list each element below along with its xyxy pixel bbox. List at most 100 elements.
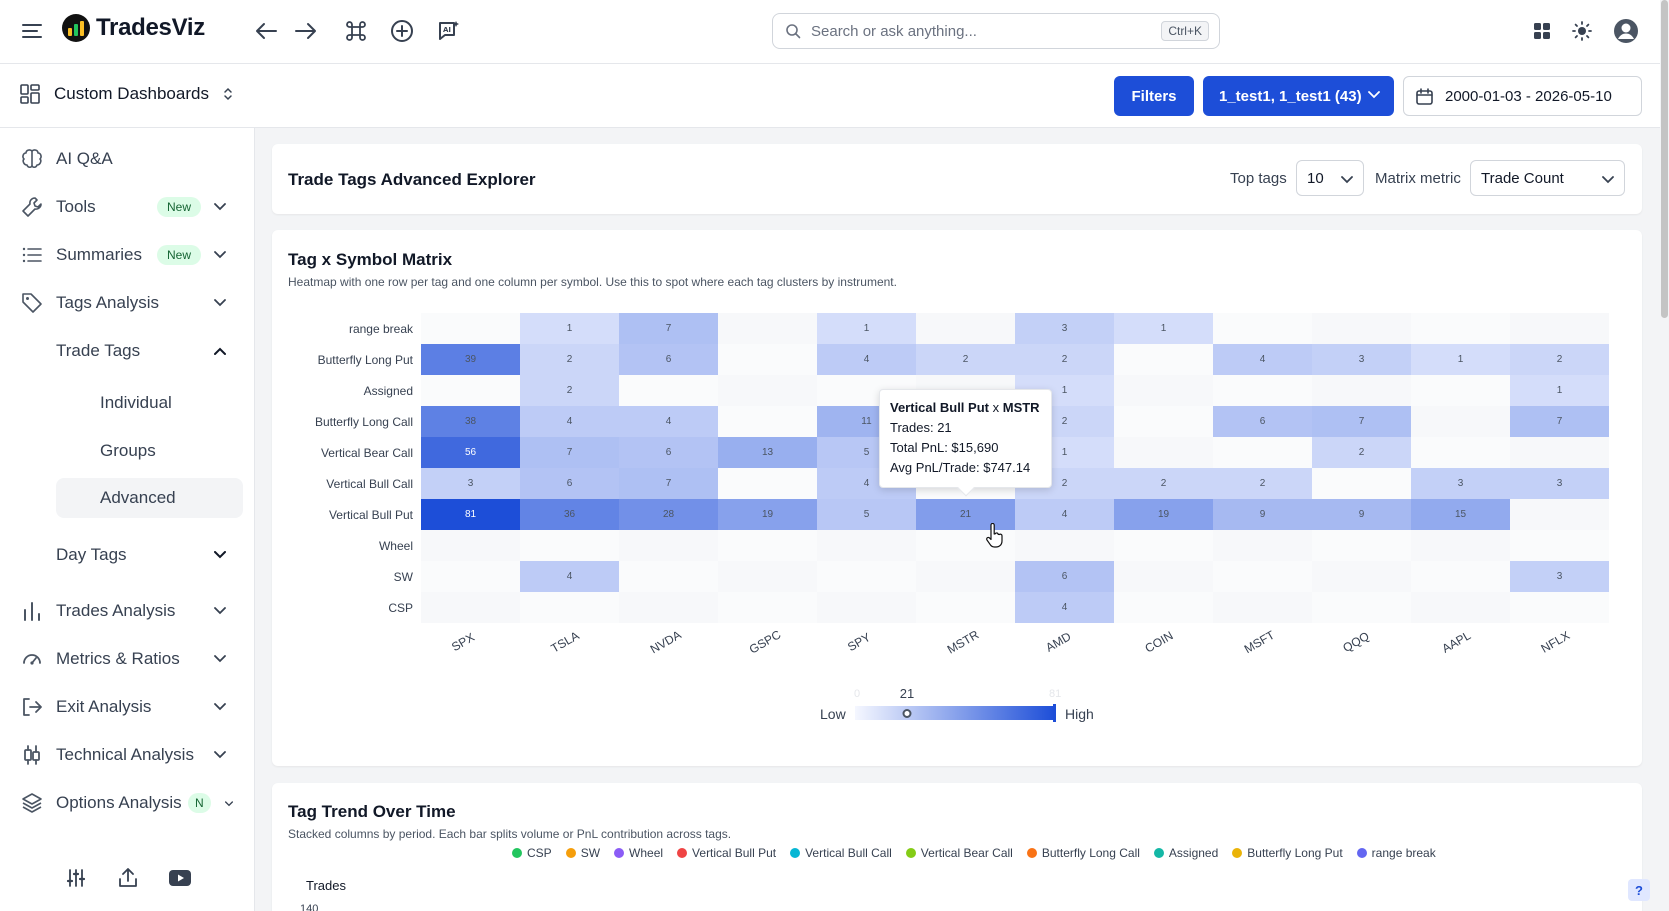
heatmap-cell[interactable] — [718, 313, 817, 344]
heatmap-cell[interactable]: 4 — [520, 561, 619, 592]
sidebar-item-tools[interactable]: Tools New — [0, 185, 255, 229]
search-input[interactable] — [811, 22, 1141, 40]
heatmap-cell[interactable] — [1015, 530, 1114, 561]
heatmap-cell[interactable] — [619, 592, 718, 623]
trend-legend-item[interactable]: range break — [1356, 846, 1436, 860]
user-avatar-icon[interactable] — [1612, 17, 1640, 45]
heatmap-cell[interactable] — [1312, 592, 1411, 623]
help-chat-icon[interactable]: ? — [1628, 879, 1650, 901]
heatmap-cell[interactable] — [916, 313, 1015, 344]
page-scrollbar-track[interactable] — [1660, 0, 1669, 911]
sidebar-item-trades-analysis[interactable]: Trades Analysis — [0, 589, 255, 633]
matrix-metric-select[interactable]: Trade Count — [1470, 160, 1625, 196]
heatmap-cell[interactable] — [1312, 375, 1411, 406]
heatmap-cell[interactable] — [421, 313, 520, 344]
heatmap-cell[interactable]: 3 — [1510, 468, 1609, 499]
heatmap-cell[interactable] — [1114, 561, 1213, 592]
heatmap-cell[interactable] — [1411, 530, 1510, 561]
trend-legend-item[interactable]: Wheel — [614, 846, 663, 860]
heatmap-cell[interactable] — [1510, 530, 1609, 561]
heatmap-cell[interactable]: 19 — [718, 499, 817, 530]
heatmap-cell[interactable]: 7 — [619, 468, 718, 499]
heatmap-cell[interactable]: 9 — [1213, 499, 1312, 530]
heatmap-cell[interactable] — [916, 561, 1015, 592]
date-range-picker[interactable]: 2000-01-03 - 2026-05-10 — [1403, 76, 1642, 116]
heatmap-cell[interactable] — [1411, 561, 1510, 592]
heatmap-cell[interactable] — [1411, 375, 1510, 406]
heatmap-cell[interactable]: 4 — [817, 344, 916, 375]
heatmap-cell[interactable]: 2 — [1510, 344, 1609, 375]
heatmap-cell[interactable] — [1510, 499, 1609, 530]
heatmap-cell[interactable] — [1114, 406, 1213, 437]
heatmap-cell[interactable]: 4 — [619, 406, 718, 437]
heatmap-cell[interactable] — [1411, 313, 1510, 344]
heatmap-cell[interactable] — [1213, 313, 1312, 344]
heatmap-cell[interactable] — [1312, 530, 1411, 561]
filters-button[interactable]: Filters — [1114, 76, 1194, 116]
heatmap-cell[interactable]: 6 — [520, 468, 619, 499]
heatmap-cell[interactable] — [421, 592, 520, 623]
trend-legend-item[interactable]: Assigned — [1153, 846, 1218, 860]
sidebar-item-trade-tags[interactable]: Trade Tags — [0, 329, 255, 373]
heatmap-cell[interactable]: 9 — [1312, 499, 1411, 530]
heatmap-cell[interactable] — [718, 468, 817, 499]
heatmap-cell[interactable]: 6 — [619, 437, 718, 468]
heatmap-cell[interactable] — [421, 561, 520, 592]
heatmap-cell[interactable]: 4 — [1015, 592, 1114, 623]
heatmap-cell[interactable] — [1213, 530, 1312, 561]
command-icon[interactable] — [342, 17, 370, 45]
sidebar-subitem-advanced[interactable]: Advanced — [56, 478, 243, 518]
add-circle-icon[interactable] — [388, 17, 416, 45]
heatmap-cell[interactable] — [1114, 344, 1213, 375]
heatmap-cell[interactable]: 2 — [1312, 437, 1411, 468]
forward-arrow-icon[interactable] — [292, 17, 320, 45]
heatmap-cell[interactable]: 4 — [520, 406, 619, 437]
youtube-icon[interactable] — [168, 866, 192, 890]
sidebar-item-ai-qa[interactable]: AI Q&A — [0, 137, 255, 181]
heatmap-cell[interactable]: 7 — [619, 313, 718, 344]
heatmap-cell[interactable]: 2 — [520, 375, 619, 406]
sidebar-item-exit-analysis[interactable]: Exit Analysis — [0, 685, 255, 729]
heatmap-cell[interactable]: 2 — [1015, 344, 1114, 375]
sidebar-item-day-tags[interactable]: Day Tags — [0, 533, 255, 577]
colorbar-marker[interactable] — [902, 709, 912, 718]
heatmap-cell[interactable] — [718, 344, 817, 375]
heatmap-cell[interactable]: 2 — [1213, 468, 1312, 499]
heatmap-cell[interactable] — [1114, 375, 1213, 406]
heatmap-cell[interactable] — [619, 375, 718, 406]
heatmap-cell[interactable]: 2 — [1114, 468, 1213, 499]
heatmap-cell[interactable] — [619, 530, 718, 561]
heatmap-cell[interactable] — [1411, 592, 1510, 623]
trend-legend-item[interactable]: Butterfly Long Call — [1026, 846, 1140, 860]
heatmap-cell[interactable] — [421, 375, 520, 406]
heatmap-cell[interactable]: 28 — [619, 499, 718, 530]
heatmap-cell[interactable]: 3 — [1411, 468, 1510, 499]
sidebar-item-metrics-ratios[interactable]: Metrics & Ratios — [0, 637, 255, 681]
trend-legend-item[interactable]: Vertical Bull Call — [790, 846, 892, 860]
heatmap-cell[interactable]: 13 — [718, 437, 817, 468]
dashboard-selector[interactable]: Custom Dashboards — [20, 84, 233, 104]
heatmap-cell[interactable] — [718, 530, 817, 561]
back-arrow-icon[interactable] — [252, 17, 280, 45]
heatmap-cell[interactable] — [421, 530, 520, 561]
heatmap-cell[interactable]: 6 — [619, 344, 718, 375]
trend-legend-item[interactable]: CSP — [512, 846, 552, 860]
heatmap-cell[interactable] — [520, 530, 619, 561]
heatmap-cell[interactable]: 19 — [1114, 499, 1213, 530]
heatmap-cell[interactable]: 36 — [520, 499, 619, 530]
heatmap-cell[interactable]: 4 — [1015, 499, 1114, 530]
heatmap-cell[interactable]: 1 — [1510, 375, 1609, 406]
heatmap-cell[interactable] — [1312, 468, 1411, 499]
heatmap-cell[interactable] — [1114, 437, 1213, 468]
heatmap-cell[interactable]: 6 — [1015, 561, 1114, 592]
heatmap-cell[interactable]: 21 — [916, 499, 1015, 530]
heatmap-cell[interactable] — [718, 375, 817, 406]
heatmap-cell[interactable]: 5 — [817, 499, 916, 530]
sidebar-item-options-analysis[interactable]: Options Analysis N — [0, 781, 255, 825]
heatmap-cell[interactable]: 3 — [1312, 344, 1411, 375]
heatmap-cell[interactable] — [916, 592, 1015, 623]
heatmap-cell[interactable]: 2 — [916, 344, 1015, 375]
heatmap-cell[interactable]: 1 — [817, 313, 916, 344]
heatmap-cell[interactable]: 15 — [1411, 499, 1510, 530]
heatmap-cell[interactable] — [1510, 592, 1609, 623]
